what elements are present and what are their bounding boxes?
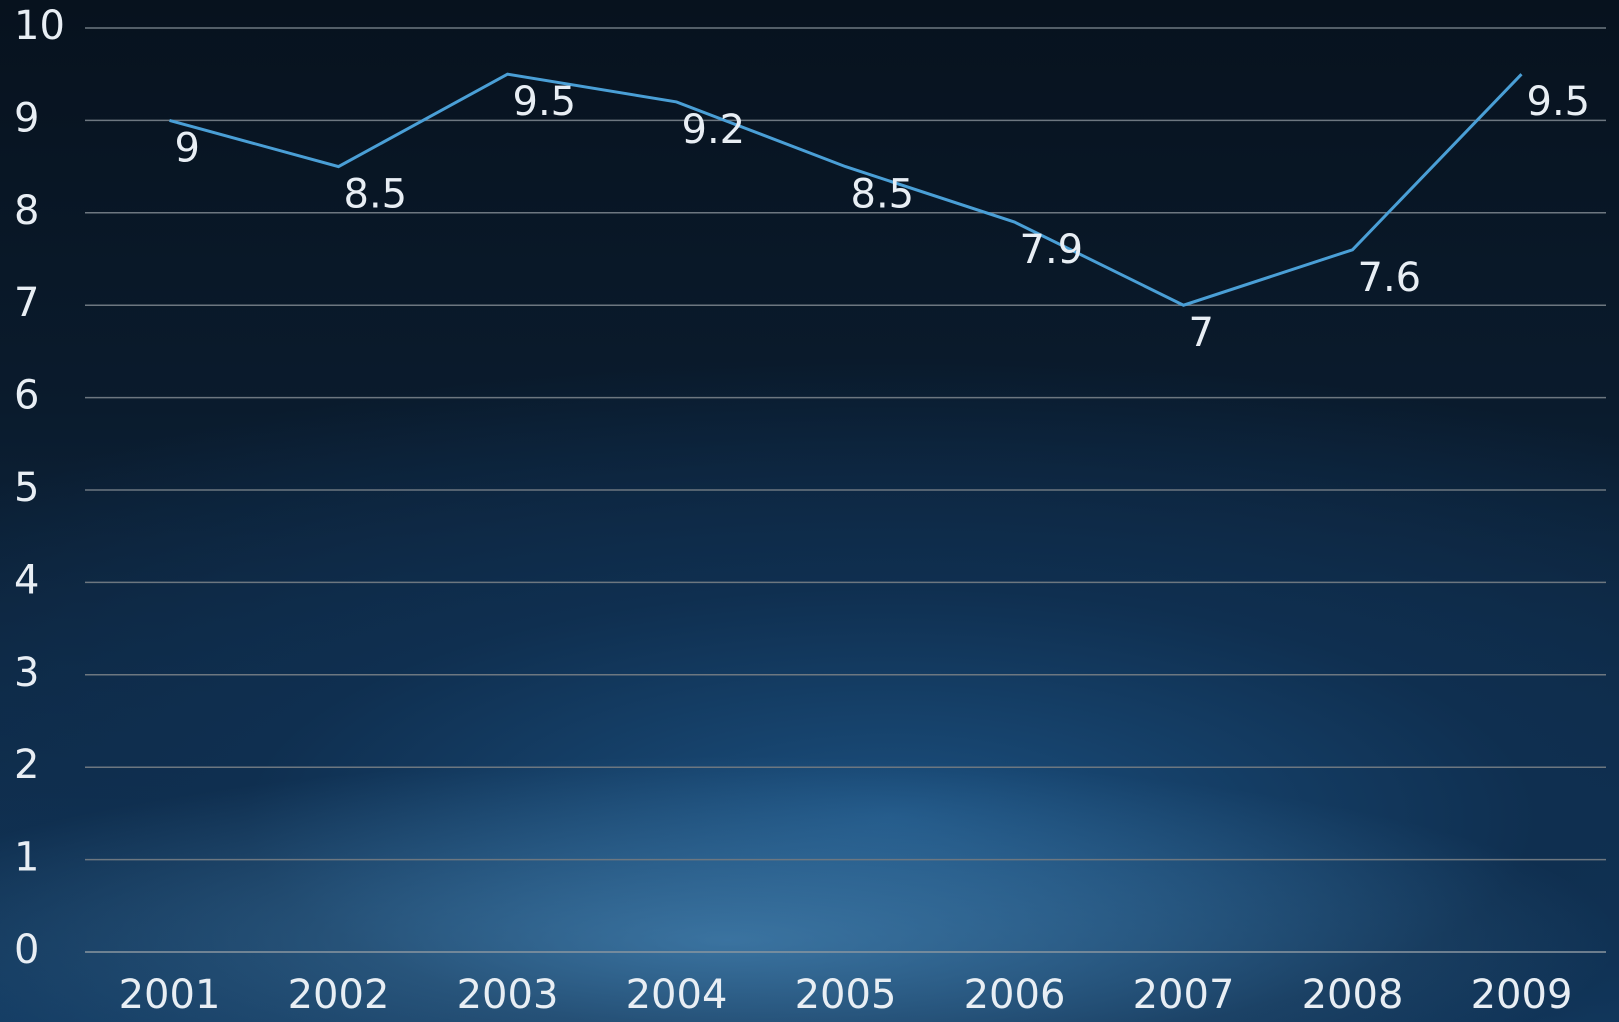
x-tick-label: 2009 bbox=[1471, 972, 1573, 1018]
data-label: 8.5 bbox=[344, 172, 408, 218]
y-tick-label: 6 bbox=[14, 373, 39, 419]
data-label: 7.9 bbox=[1020, 227, 1084, 273]
data-label: 7 bbox=[1189, 310, 1214, 356]
chart: 0 1 2 3 4 5 6 7 8 9 10 2001 2002 2003 2004 2005 2006 2007… bbox=[0, 0, 1619, 1022]
y-tick-label: 9 bbox=[14, 95, 39, 141]
data-label: 9.5 bbox=[513, 79, 577, 125]
x-tick-label: 2008 bbox=[1302, 972, 1404, 1018]
x-tick-label: 2007 bbox=[1133, 972, 1235, 1018]
y-tick-label: 7 bbox=[14, 280, 39, 326]
data-label: 9.2 bbox=[682, 107, 746, 153]
y-tick-label: 10 bbox=[14, 3, 65, 49]
data-label: 9.5 bbox=[1527, 79, 1591, 125]
data-label: 8.5 bbox=[851, 172, 915, 218]
y-tick-label: 3 bbox=[14, 650, 39, 696]
y-tick-label: 0 bbox=[14, 927, 39, 973]
x-tick-label: 2004 bbox=[626, 972, 728, 1018]
y-tick-label: 1 bbox=[14, 835, 39, 881]
y-tick-label: 5 bbox=[14, 465, 39, 511]
x-tick-label: 2003 bbox=[457, 972, 559, 1018]
x-tick-label: 2002 bbox=[288, 972, 390, 1018]
y-tick-label: 8 bbox=[14, 188, 39, 234]
x-tick-label: 2005 bbox=[795, 972, 897, 1018]
x-tick-label: 2001 bbox=[119, 972, 221, 1018]
data-label: 7.6 bbox=[1358, 255, 1422, 301]
x-tick-label: 2006 bbox=[964, 972, 1066, 1018]
y-tick-label: 4 bbox=[14, 557, 39, 603]
y-tick-label: 2 bbox=[14, 742, 39, 788]
data-label: 9 bbox=[175, 125, 200, 171]
